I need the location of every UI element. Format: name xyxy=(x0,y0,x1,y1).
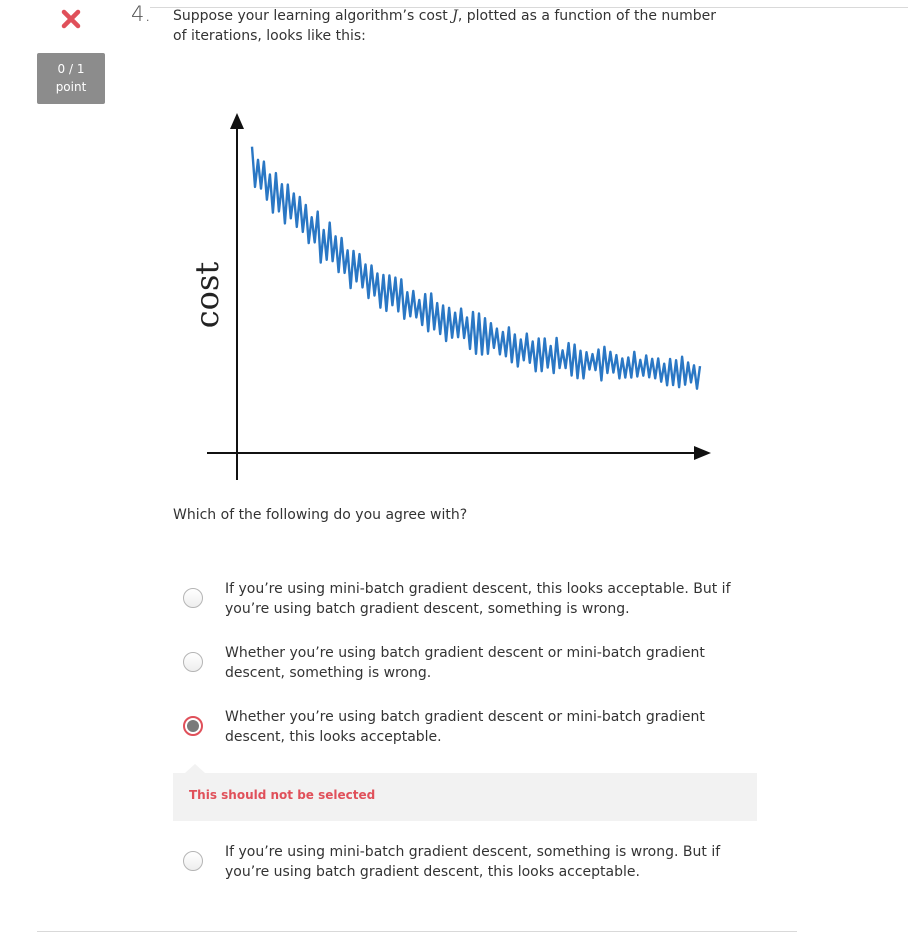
option-4-radio[interactable] xyxy=(183,851,203,871)
question-text: Suppose your learning algorithm’s cost J… xyxy=(173,6,733,46)
question-prompt: Which of the following do you agree with… xyxy=(173,507,468,523)
math-symbol-j: J xyxy=(452,8,458,24)
top-divider xyxy=(150,7,908,8)
score-unit: point xyxy=(55,80,87,94)
y-axis-label: cost xyxy=(188,262,226,329)
cost-series-line xyxy=(250,146,702,390)
question-text-before: Suppose your learning algorithm’s cost xyxy=(173,8,453,24)
x-axis-arrow xyxy=(694,446,711,460)
option-1-radio[interactable] xyxy=(183,588,203,608)
question-text-after: , plotted as a function of the number of… xyxy=(173,8,717,44)
feedback-text: This should not be selected xyxy=(189,788,376,802)
chart-axes xyxy=(207,113,711,480)
option-4-label[interactable]: If you’re using mini-batch gradient desc… xyxy=(225,844,721,880)
chart-series xyxy=(250,146,702,390)
score-value: 0 / 1 xyxy=(57,62,85,76)
question-number: 4. xyxy=(131,2,152,26)
option-2-label[interactable]: Whether you’re using batch gradient desc… xyxy=(225,645,705,681)
score-badge: 0 / 1 point xyxy=(37,53,105,104)
cost-chart: cost xyxy=(188,113,711,480)
cross-icon xyxy=(61,9,81,29)
y-axis-arrow xyxy=(230,113,244,129)
bottom-divider xyxy=(37,931,797,932)
option-2-radio[interactable] xyxy=(183,652,203,672)
option-3-label[interactable]: Whether you’re using batch gradient desc… xyxy=(225,709,705,745)
option-1-label[interactable]: If you’re using mini-batch gradient desc… xyxy=(225,581,731,617)
option-3-radio[interactable] xyxy=(183,716,203,736)
feedback-box: This should not be selected xyxy=(173,764,757,821)
